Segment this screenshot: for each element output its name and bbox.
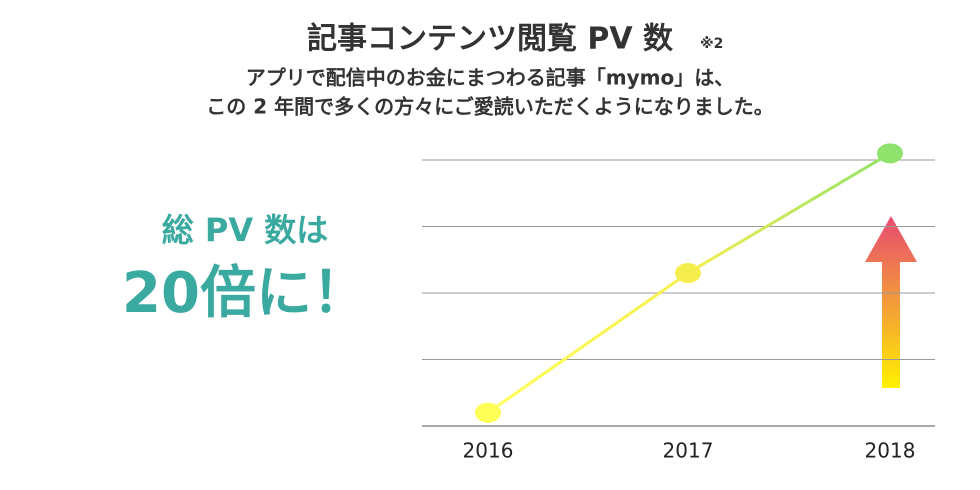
note: ※2: [700, 36, 723, 52]
arrow: [865, 216, 917, 388]
subtitle: この 2 年間で多くの方々にご愛読いただくようになりました。: [206, 95, 773, 119]
subtitle: アプリで配信中のお金にまつわる記事「mymo」は、: [246, 66, 734, 90]
annotation: 総 PV 数は: [162, 211, 329, 249]
point: [877, 143, 903, 164]
annotation: 20倍に！: [122, 261, 368, 326]
line: [487, 152, 891, 414]
point: [475, 402, 501, 423]
x-tick-label: 2017: [663, 439, 714, 463]
point: [675, 263, 701, 284]
chart-title: 記事コンテンツ閲覧 PV 数: [307, 22, 674, 57]
x-tick-label: 2016: [463, 439, 514, 463]
x-tick-label: 2018: [865, 439, 916, 463]
